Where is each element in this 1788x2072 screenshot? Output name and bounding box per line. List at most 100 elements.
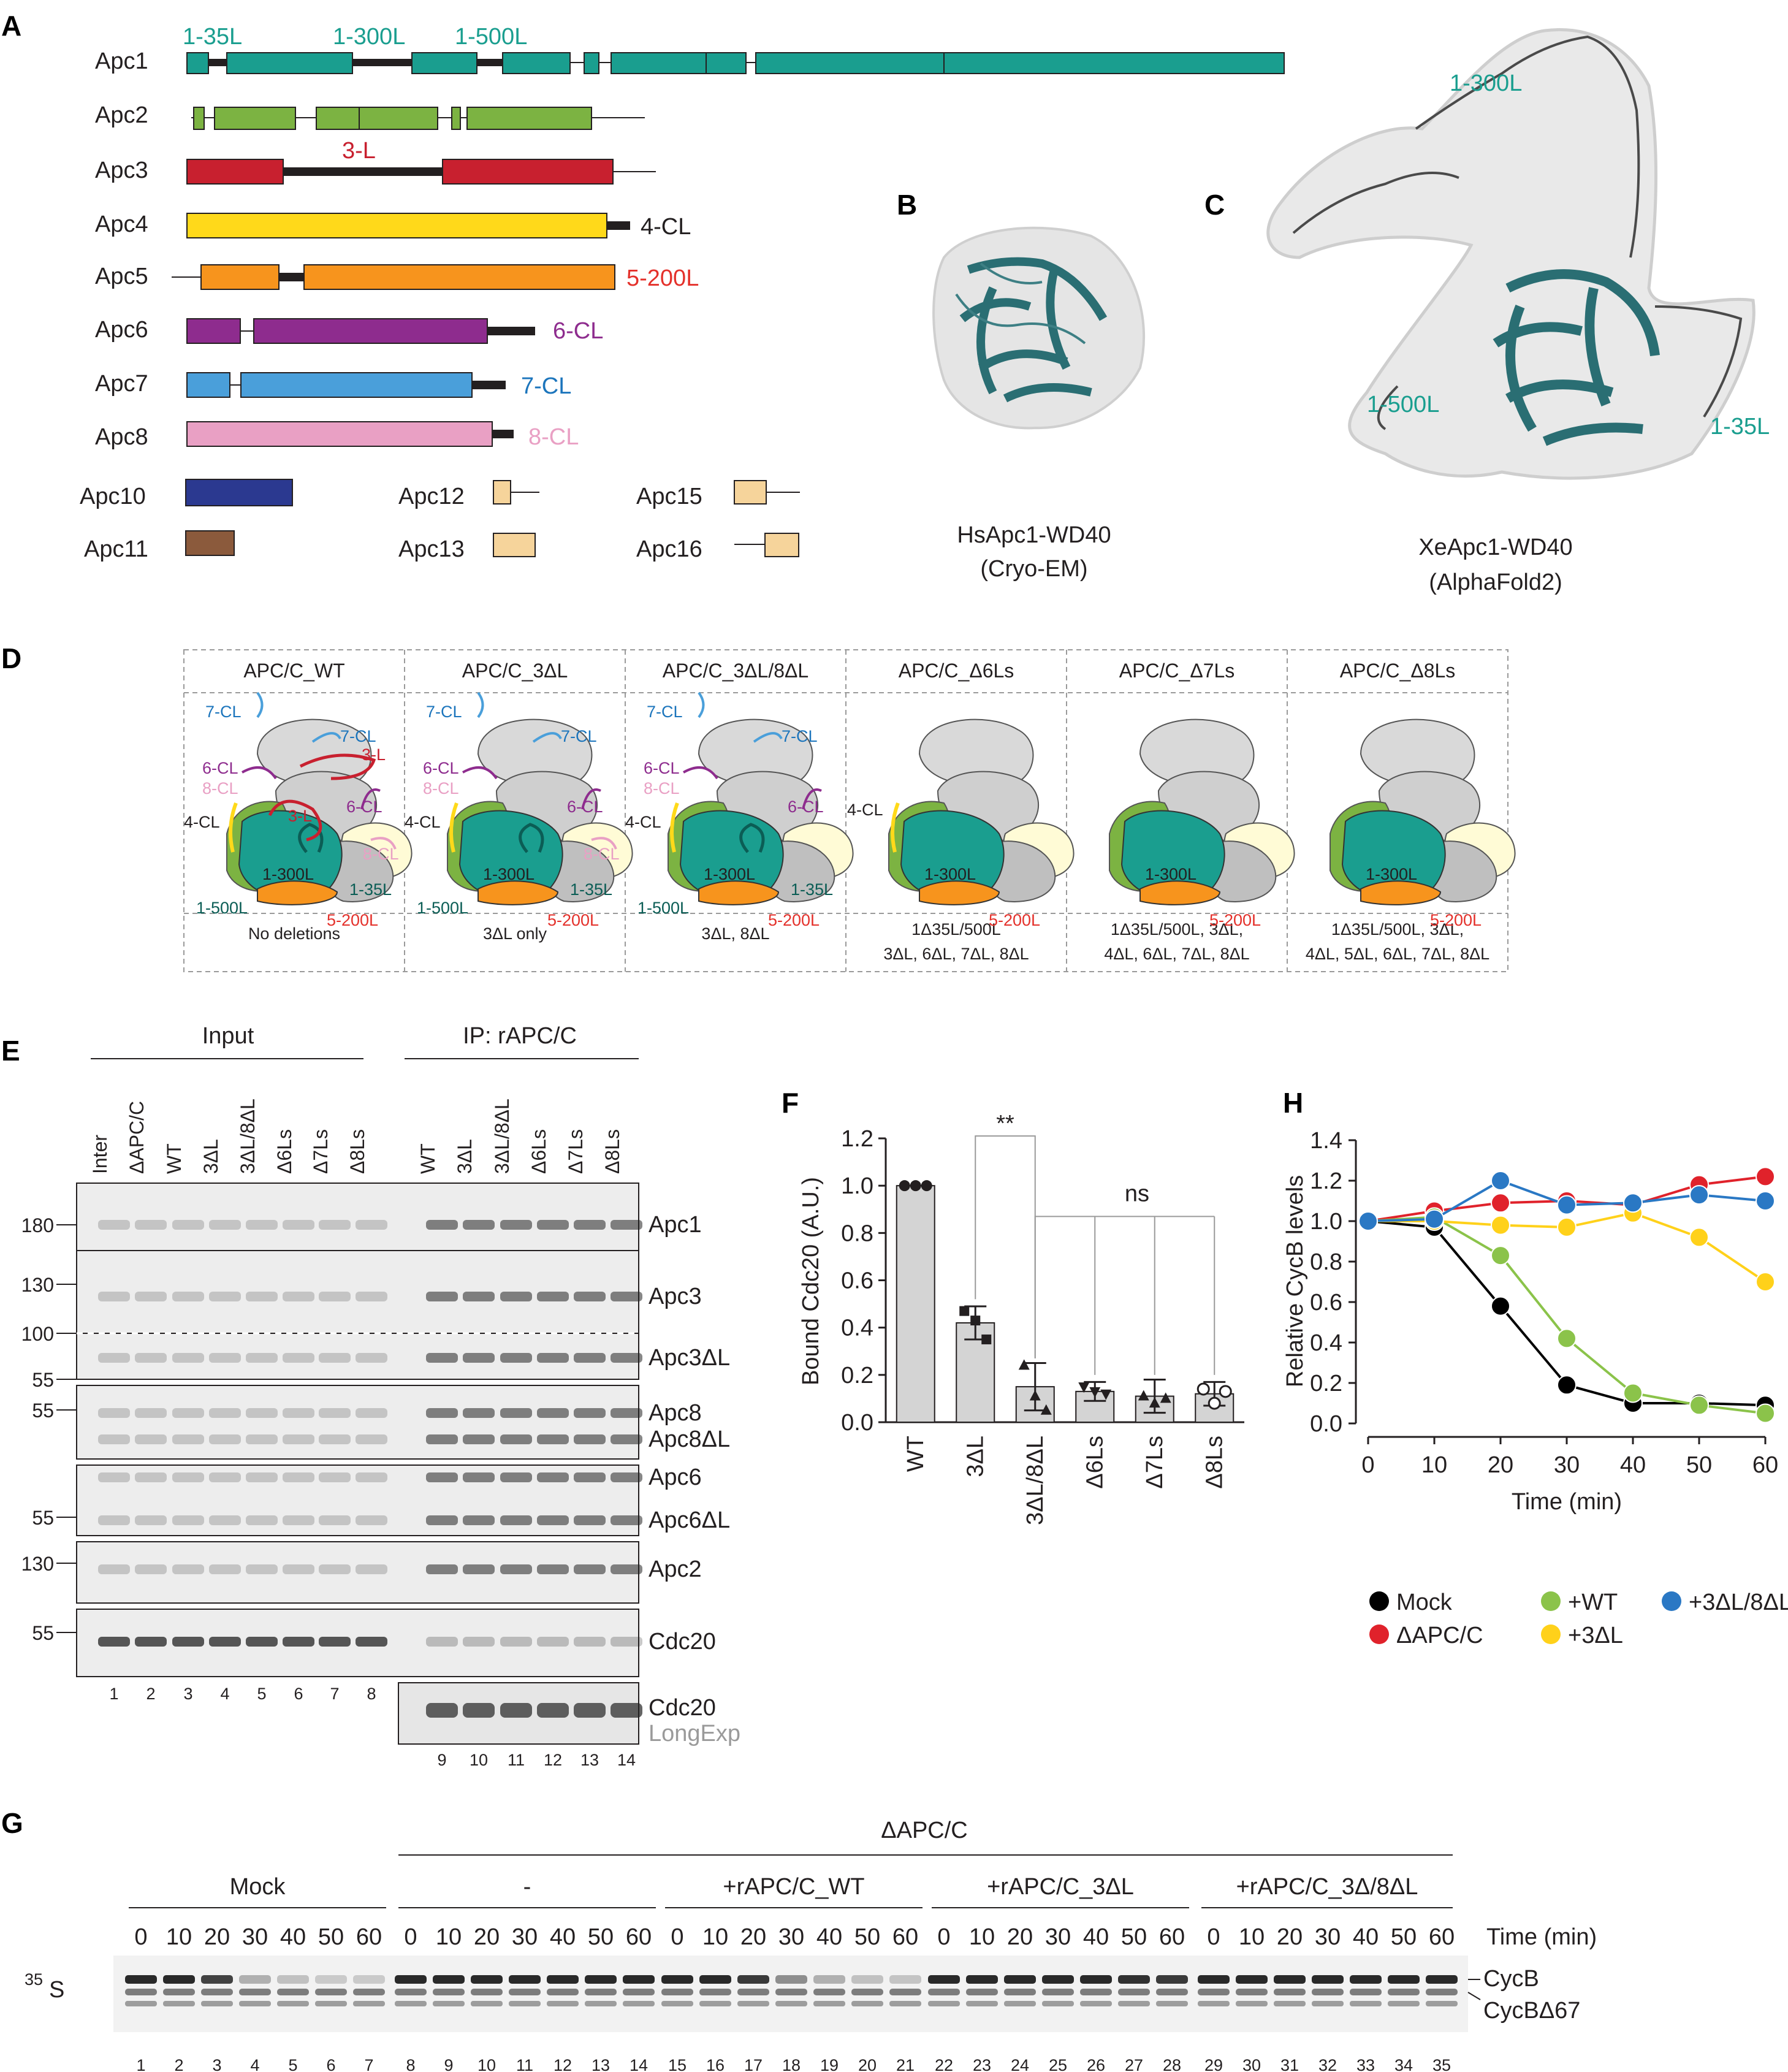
timepoint-label: 50 (1121, 1924, 1147, 1950)
timepoint-label: 60 (1159, 1924, 1185, 1950)
blot-band (463, 1472, 495, 1482)
lane-number: 7 (364, 2056, 373, 2072)
data-point (899, 1180, 910, 1192)
blot-band (426, 1637, 458, 1647)
gel-band-cycb-d67 (1118, 1989, 1150, 1995)
gel-band-cycb (1004, 1975, 1036, 1984)
lane-number: 6 (294, 1685, 303, 1703)
loop-7-cl-a (256, 691, 264, 718)
gel-band-cycb-d67 (471, 1989, 503, 1995)
blot-band (319, 1472, 351, 1482)
lane-number: 15 (668, 2056, 687, 2072)
apc13-label: Apc13 (398, 536, 465, 562)
gel-band-cycb (585, 1975, 617, 1984)
loop-label-5-200l: 5-200L (626, 265, 699, 291)
lane-number: 29 (1204, 2056, 1223, 2072)
cartoon-label-6-cl: 6-CL (346, 798, 382, 816)
apc2-domain (193, 107, 205, 130)
loop-4-cl (449, 802, 458, 853)
gel-band-cycb-d67 (201, 1989, 233, 1995)
lane-number: 4 (220, 1685, 229, 1703)
blot-band (500, 1292, 532, 1301)
panel-letter-g: G (1, 1807, 23, 1839)
blot-band (283, 1564, 314, 1574)
lane-number: 19 (820, 2056, 839, 2072)
gel-band-minor (775, 2001, 807, 2006)
timepoint-label: 0 (1207, 1924, 1220, 1950)
apc1-domain (411, 52, 477, 74)
gel-band-minor (1388, 2001, 1420, 2006)
blot-band (135, 1637, 167, 1647)
series-point (1425, 1209, 1444, 1229)
cartoon-label-7-cl: 7-CL (782, 727, 818, 745)
gel-band-minor (889, 2001, 921, 2006)
apc5-label: Apc5 (95, 264, 148, 289)
cartoon-label-1-300l: 1-300L (1145, 865, 1196, 883)
gel-band-minor (585, 2001, 617, 2006)
apcc-cartoon: 1-300L 5-200L 4-CL (847, 718, 1075, 929)
blot-band (135, 1515, 167, 1525)
series-point (1756, 1403, 1775, 1423)
blot-band (500, 1564, 532, 1574)
gel-band-minor (1312, 2001, 1344, 2006)
gel-band-cycb (1274, 1975, 1306, 1984)
timepoint-label: 60 (356, 1924, 382, 1950)
mw-marker: 130 (21, 1553, 54, 1575)
panel-d-deletion-text: 3ΔL only (483, 924, 547, 943)
lane-number: 27 (1125, 2056, 1143, 2072)
gel-band-minor (737, 2001, 769, 2006)
apc1-label: Apc1 (95, 48, 148, 74)
lane-number: 5 (257, 1685, 266, 1703)
lane-number: 33 (1356, 2056, 1375, 2072)
apc2-domain (451, 107, 461, 130)
gel-band-cycb (1426, 1975, 1458, 1984)
loop-6-cl-b (581, 788, 601, 810)
blot-band (356, 1472, 387, 1482)
gel-band-cycb (1156, 1975, 1188, 1984)
lane-number: 12 (554, 2056, 572, 2072)
panel-c-loop-1-35l: 1-35L (1710, 414, 1770, 440)
blot-band (611, 1220, 642, 1230)
panel-d-grid (183, 649, 1508, 972)
y-tick-label: 1.0 (841, 1173, 873, 1199)
y-tick-label: 0.8 (1310, 1249, 1342, 1275)
blot-band (356, 1220, 387, 1230)
group-header-delta-apcc: ΔAPC/C (881, 1818, 968, 1843)
blot-band (283, 1472, 314, 1482)
blot-band (283, 1220, 314, 1230)
gel-band-cycb-d67 (851, 1989, 883, 1995)
gel-band-cycb-d67 (353, 1989, 385, 1995)
lane-number: 25 (1049, 2056, 1067, 2072)
blot-band (500, 1515, 532, 1525)
gel-band-cycb-d67 (623, 1989, 655, 1995)
data-point (981, 1334, 992, 1344)
y-tick-label: 0.6 (841, 1268, 873, 1294)
blot-band (283, 1292, 314, 1301)
series-point (1557, 1375, 1577, 1395)
data-point (1029, 1390, 1041, 1401)
hsapc1-surface (932, 226, 1145, 430)
blot-band (172, 1564, 204, 1574)
lane-label: Δ7Ls (310, 1129, 332, 1174)
gel-band-minor (201, 2001, 233, 2006)
blot-band (463, 1434, 495, 1444)
lane-label: Δ6Ls (528, 1129, 550, 1174)
blot-band (426, 1220, 458, 1230)
apcc-apc5-lobe (477, 880, 559, 905)
band-label: Apc6ΔL (649, 1507, 730, 1533)
gel-band-cycb (547, 1975, 579, 1984)
series-point (1689, 1185, 1709, 1205)
timepoint-label: 10 (1239, 1924, 1265, 1950)
apc1-domain (755, 52, 945, 74)
series-point (1491, 1193, 1510, 1213)
blot-band (172, 1292, 204, 1301)
blot-band (246, 1564, 278, 1574)
series-point (1623, 1193, 1643, 1213)
panel-f-bar-chart: 0.0 0.2 0.4 0.6 0.8 1.0 1.2 Bound Cdc20 (A.U.) W… (798, 1111, 1244, 1525)
blot-band (209, 1434, 241, 1444)
timepoint-label: 10 (969, 1924, 995, 1950)
lane-number: 18 (782, 2056, 801, 2072)
blot-band (283, 1434, 314, 1444)
